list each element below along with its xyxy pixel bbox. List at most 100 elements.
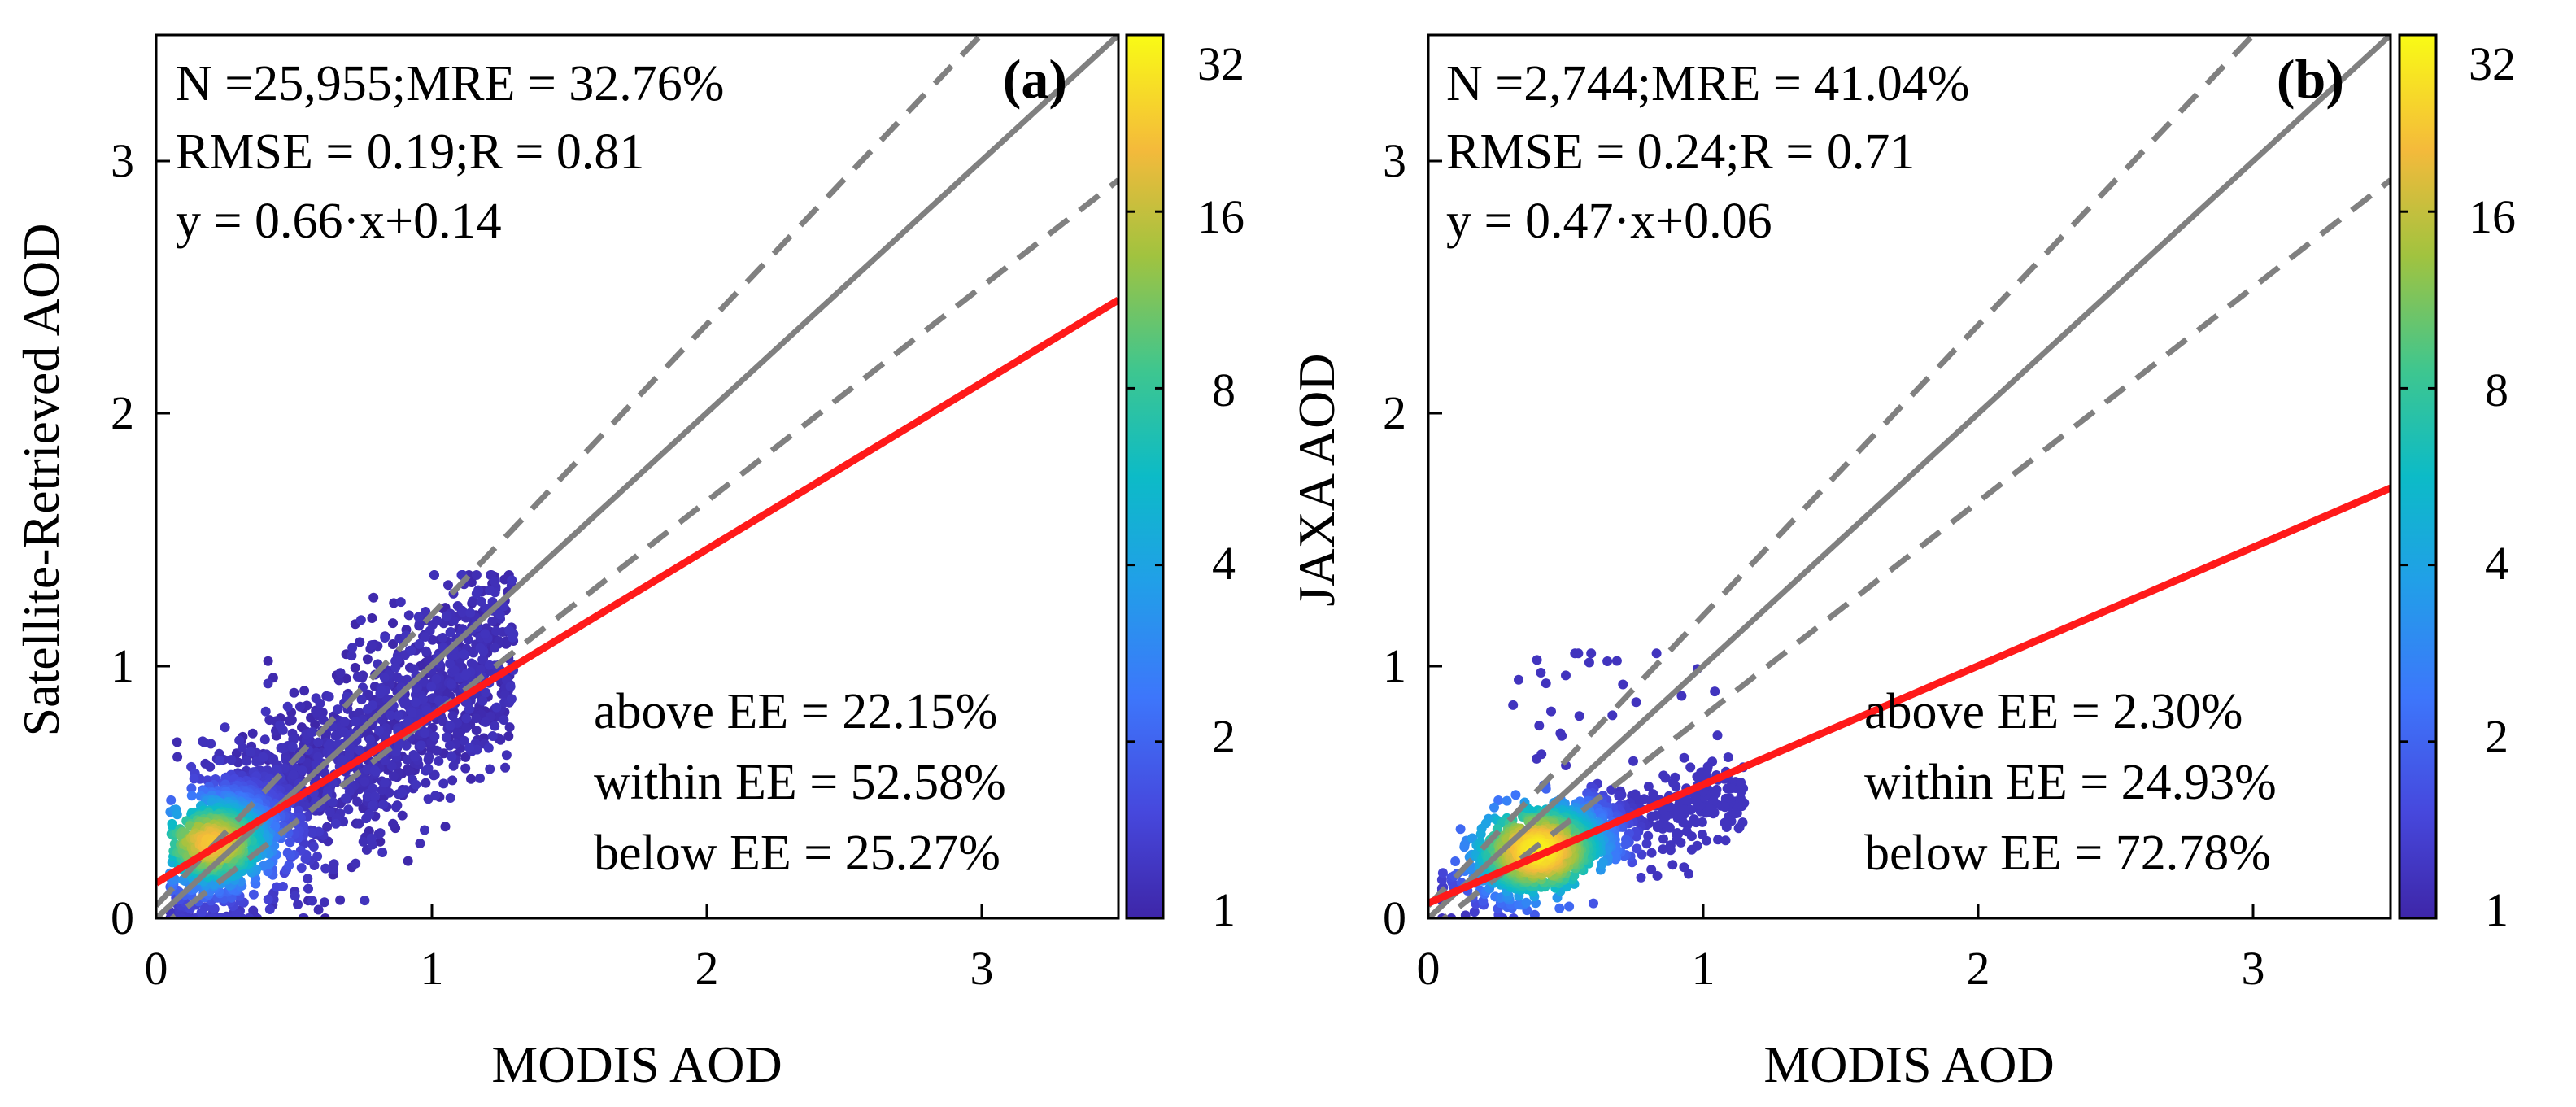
panel-a-scatter-point (472, 744, 482, 755)
panel-b-scatter-point (1651, 648, 1662, 659)
panel-a-scatter-point (475, 773, 485, 783)
panel-b-stat-line-2: RMSE = 0.24;R = 0.71 (1446, 124, 1915, 180)
panel-a-y-ticks: 0 1 2 3 (111, 134, 170, 944)
panel-a-scatter-point (307, 828, 317, 838)
panel-b-stat-line-1: N =2,744;MRE = 41.04% (1446, 56, 1969, 111)
panel-b-scatter-point (1709, 808, 1720, 818)
panel-a-scatter-point (226, 755, 237, 765)
panel-a-scatter-point (330, 818, 341, 829)
panel-b-y-tick-1: 1 (1383, 639, 1406, 692)
panel-a-scatter-point (429, 731, 440, 742)
panel-a-one-to-one-line (156, 35, 1118, 918)
panel-a-scatter-point (363, 704, 373, 714)
panel-b-scatter-point (1679, 804, 1689, 815)
panel-a-scatter-point (432, 615, 442, 625)
panel-b-scatter-point (1602, 656, 1613, 666)
panel-b-scatter-point (1646, 811, 1657, 822)
panel-a-scatter-point (297, 765, 307, 776)
panel-b-scatter-point (1702, 761, 1713, 772)
panel-a-scatter-point (186, 791, 197, 801)
panel-a-scatter-point (299, 686, 310, 696)
panel-a-scatter-point (354, 818, 364, 829)
panel-a-scatter-point (360, 776, 370, 787)
panel-a-scatter-point (375, 828, 386, 839)
panel-a-scatter-point (413, 612, 424, 622)
panel-a-scatter-point (407, 708, 417, 718)
panel-b-scatter-point (1646, 865, 1657, 875)
panel-a-scatter-point (295, 701, 305, 712)
panel-a-scatter-point (421, 646, 431, 656)
panel-b-scatter-point (1723, 752, 1733, 762)
panel-b-scatter-point (1710, 686, 1720, 697)
panel-a-stat-line-1: N =25,955;MRE = 32.76% (176, 56, 724, 111)
panel-a-scatter-point (355, 745, 365, 756)
panel-a-scatter-point (386, 710, 396, 721)
panel-a-scatter-point (166, 795, 177, 805)
panel-a-scatter-point (329, 859, 339, 869)
panel-a-scatter-point (365, 734, 376, 745)
panel-b: 0 1 2 3 0 1 2 3 MODIS AOD JAXA AOD N =2,… (1288, 33, 2516, 1093)
panel-a-scatter-point (345, 745, 355, 756)
panel-a-scatter-point (384, 787, 394, 798)
panel-a-scatter-point (248, 905, 259, 916)
panel-a-scatter-point (307, 896, 317, 906)
panel-a-scatter-point (287, 742, 298, 752)
panel-a-scatter-point (206, 739, 216, 749)
panel-a-scatter-point (379, 672, 390, 682)
panel-a-scatter-point (441, 732, 451, 743)
panel-a-scatter-point (461, 713, 472, 724)
panel-a-scatter-point (506, 694, 517, 704)
panel-a-scatter-point (471, 570, 482, 580)
panel-a-scatter-point (322, 822, 333, 832)
panel-b-scatter-point (1620, 839, 1631, 850)
panel-b-label: (b) (2277, 48, 2344, 110)
panel-a-scatter-point (351, 717, 361, 727)
panel-b-scatter-point (1711, 788, 1721, 799)
panel-a-scatter-point (415, 839, 425, 848)
panel-b-scatter-point (1514, 674, 1523, 685)
panel-a-scatter-point (288, 769, 299, 780)
panel-a-scatter-point (390, 747, 401, 757)
panel-a-scatter-point (282, 701, 293, 712)
panel-a-scatter-point (487, 731, 498, 741)
panel-b-one-to-one-line (1428, 35, 2391, 918)
panel-b-scatter-point (1736, 778, 1746, 787)
panel-a-scatter-point (380, 633, 390, 643)
panel-b-scatter-point (1586, 648, 1597, 659)
panel-b-scatter-point (1658, 834, 1668, 844)
panel-a-scatter-point (397, 787, 408, 798)
panel-b-scatter-point (1658, 844, 1668, 855)
panel-a-scatter-point (491, 702, 502, 713)
panel-a-scatter-point (481, 687, 491, 698)
panel-a-scatter-point (487, 616, 498, 626)
panel-a-y-axis-label: Satellite-Retrieved AOD (12, 224, 70, 737)
panel-a-scatter-point (460, 752, 471, 762)
panel-a-scatter-point (438, 633, 448, 643)
panel-a-fit-line (156, 296, 1118, 887)
panel-a-scatter-point (388, 639, 398, 649)
panel-b-scatter-point (1713, 835, 1724, 845)
panel-a-scatter-point (360, 896, 370, 906)
panel-a-scatter-point (361, 813, 372, 824)
panel-a-scatter-point (318, 714, 329, 725)
panel-a-scatter-point (260, 706, 271, 717)
panel-a-ee-within: within EE = 52.58% (594, 755, 1006, 810)
panel-b-scatter-point (1676, 813, 1687, 823)
panel-a-label: (a) (1003, 48, 1067, 110)
panel-a-scatter-point (405, 767, 415, 778)
panel-a-scatter-point (377, 848, 388, 857)
panel-b-scatter-point (1665, 845, 1676, 856)
panel-b-x-tick-3: 3 (2242, 942, 2265, 995)
panel-b-y-ticks: 0 1 2 3 (1383, 134, 1442, 944)
panel-b-scatter-point (1736, 787, 1746, 797)
panel-a-x-tick-0: 0 (145, 942, 168, 995)
panel-b-scatter-point (1546, 706, 1556, 717)
panel-b-scatter-point (1554, 903, 1565, 913)
panel-b-scatter-point (1534, 721, 1545, 731)
panel-a-scatter-point (312, 851, 323, 861)
panel-b-colorbar-tick-1: 1 (2485, 883, 2508, 936)
panel-a-scatter-point (504, 722, 515, 733)
panel-a-scatter-point (264, 715, 275, 726)
panel-b-scatter-point (1737, 817, 1748, 828)
panel-a-scatter-point (490, 721, 500, 731)
